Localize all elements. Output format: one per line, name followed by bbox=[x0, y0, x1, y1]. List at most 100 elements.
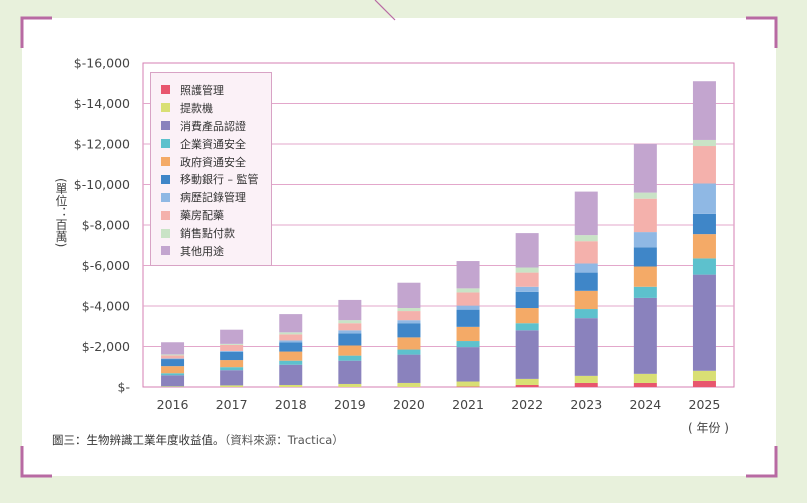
bar-segment bbox=[574, 309, 598, 319]
bar-segment bbox=[456, 288, 480, 293]
y-tick-label: $-12,000 bbox=[74, 137, 130, 152]
y-tick-label: $- bbox=[118, 380, 130, 395]
corner-top-left bbox=[20, 16, 52, 48]
x-tick-label: 2019 bbox=[334, 397, 366, 412]
bar-segment bbox=[574, 263, 598, 273]
legend-item: 照護管理 bbox=[161, 81, 271, 99]
legend-swatch bbox=[161, 174, 170, 184]
bar-segment bbox=[456, 347, 480, 382]
y-tick-label: $-10,000 bbox=[74, 177, 130, 192]
x-tick-label: 2020 bbox=[393, 397, 425, 412]
bar-segment bbox=[220, 344, 244, 351]
bar-segment bbox=[338, 333, 362, 346]
corner-bottom-left bbox=[20, 446, 52, 478]
bar-segment bbox=[220, 367, 244, 371]
bar-segment bbox=[574, 382, 598, 387]
bar-segment bbox=[633, 144, 657, 193]
bar-segment bbox=[220, 385, 244, 387]
bar-segment bbox=[574, 290, 598, 310]
bar-segment bbox=[633, 373, 657, 383]
bar-segment bbox=[692, 213, 716, 235]
legend-label: 病歷記錄管理 bbox=[180, 191, 246, 205]
x-tick-label: 2018 bbox=[275, 397, 307, 412]
bar-segment bbox=[397, 282, 421, 309]
bar-segment bbox=[161, 375, 185, 387]
bar-segment bbox=[338, 330, 362, 334]
legend-swatch bbox=[161, 192, 170, 202]
x-axis-unit-label: ( 年份 ) bbox=[688, 421, 729, 435]
y-axis-ticks: $- $-2,000 $-4,000 $-6,000 $-8,000 $-10,000 $-… bbox=[74, 56, 130, 395]
x-tick-label: 2024 bbox=[629, 397, 661, 412]
bar-segment bbox=[220, 360, 244, 368]
bar-segment bbox=[574, 241, 598, 264]
figure-caption: 圖三：生物辨識工業年度收益值。（資料來源：Tractica） bbox=[52, 432, 344, 448]
legend-swatch bbox=[161, 139, 170, 149]
bars bbox=[161, 81, 716, 387]
bar-segment bbox=[515, 286, 539, 292]
bar-segment bbox=[515, 267, 539, 273]
bar-segment bbox=[456, 305, 480, 310]
x-axis-ticks: 2016 2017 2018 2019 2020 2021 2022 2023 2024 2025 bbox=[157, 397, 721, 412]
bar-segment bbox=[279, 340, 303, 343]
bar-segment bbox=[574, 272, 598, 291]
bar-segment bbox=[515, 291, 539, 309]
bar-segment bbox=[574, 235, 598, 242]
bar-segment bbox=[692, 146, 716, 184]
bar-segment bbox=[161, 386, 185, 387]
bar-segment bbox=[397, 323, 421, 338]
bar-segment bbox=[515, 323, 539, 331]
legend-swatch bbox=[161, 85, 170, 95]
bar-segment bbox=[338, 299, 362, 321]
bar-segment bbox=[456, 292, 480, 306]
legend: 照護管理 提款機 消費產品認證 企業資通安全 政府資通安全 移動銀行 – 監管 病歷記錄管理… bbox=[150, 72, 272, 266]
bar-segment bbox=[692, 258, 716, 275]
bar-segment bbox=[633, 266, 657, 287]
caption-title: 圖三：生物辨識工業年度收益值。 bbox=[52, 433, 225, 447]
y-tick-label: $-4,000 bbox=[82, 299, 130, 314]
bar-segment bbox=[633, 297, 657, 374]
bar-segment bbox=[279, 314, 303, 333]
bar-segment bbox=[279, 351, 303, 361]
bar-segment bbox=[220, 329, 244, 344]
y-tick-label: $-8,000 bbox=[82, 218, 130, 233]
bar-segment bbox=[161, 354, 185, 356]
bar-segment bbox=[515, 330, 539, 379]
legend-label: 移動銀行 – 監管 bbox=[180, 173, 259, 187]
bar-segment bbox=[692, 139, 716, 147]
legend-swatch bbox=[161, 157, 170, 166]
bar-segment bbox=[633, 198, 657, 233]
legend-swatch bbox=[161, 246, 170, 256]
bar-segment bbox=[515, 308, 539, 324]
bar-segment bbox=[397, 320, 421, 324]
bar-segment bbox=[338, 345, 362, 356]
bar-segment bbox=[279, 384, 303, 387]
bar-segment bbox=[279, 360, 303, 365]
legend-item: 藥房配藥 bbox=[161, 206, 271, 224]
bar-segment bbox=[397, 354, 421, 383]
legend-label: 企業資通安全 bbox=[180, 137, 246, 151]
y-tick-label: $-2,000 bbox=[82, 339, 130, 354]
bar-segment bbox=[161, 359, 185, 367]
bar-segment bbox=[456, 381, 480, 387]
bar-segment bbox=[574, 191, 598, 236]
y-tick-label: $-14,000 bbox=[74, 96, 130, 111]
bar-segment bbox=[574, 375, 598, 383]
bar-segment bbox=[456, 326, 480, 342]
bar-segment bbox=[633, 382, 657, 387]
bar-segment bbox=[279, 334, 303, 341]
bar-segment bbox=[161, 342, 185, 355]
bar-segment bbox=[397, 311, 421, 321]
bar-segment bbox=[574, 318, 598, 376]
legend-label: 照護管理 bbox=[180, 83, 224, 97]
bar-segment bbox=[220, 351, 244, 361]
legend-item: 移動銀行 – 監管 bbox=[161, 170, 271, 188]
bar-segment bbox=[633, 192, 657, 199]
bar-segment bbox=[161, 355, 185, 359]
bar-segment bbox=[515, 233, 539, 268]
legend-item: 病歷記錄管理 bbox=[161, 188, 271, 206]
bar-segment bbox=[456, 261, 480, 289]
legend-swatch bbox=[161, 121, 170, 131]
bar-segment bbox=[338, 355, 362, 361]
caption-source: （資料來源：Tractica） bbox=[224, 433, 344, 447]
